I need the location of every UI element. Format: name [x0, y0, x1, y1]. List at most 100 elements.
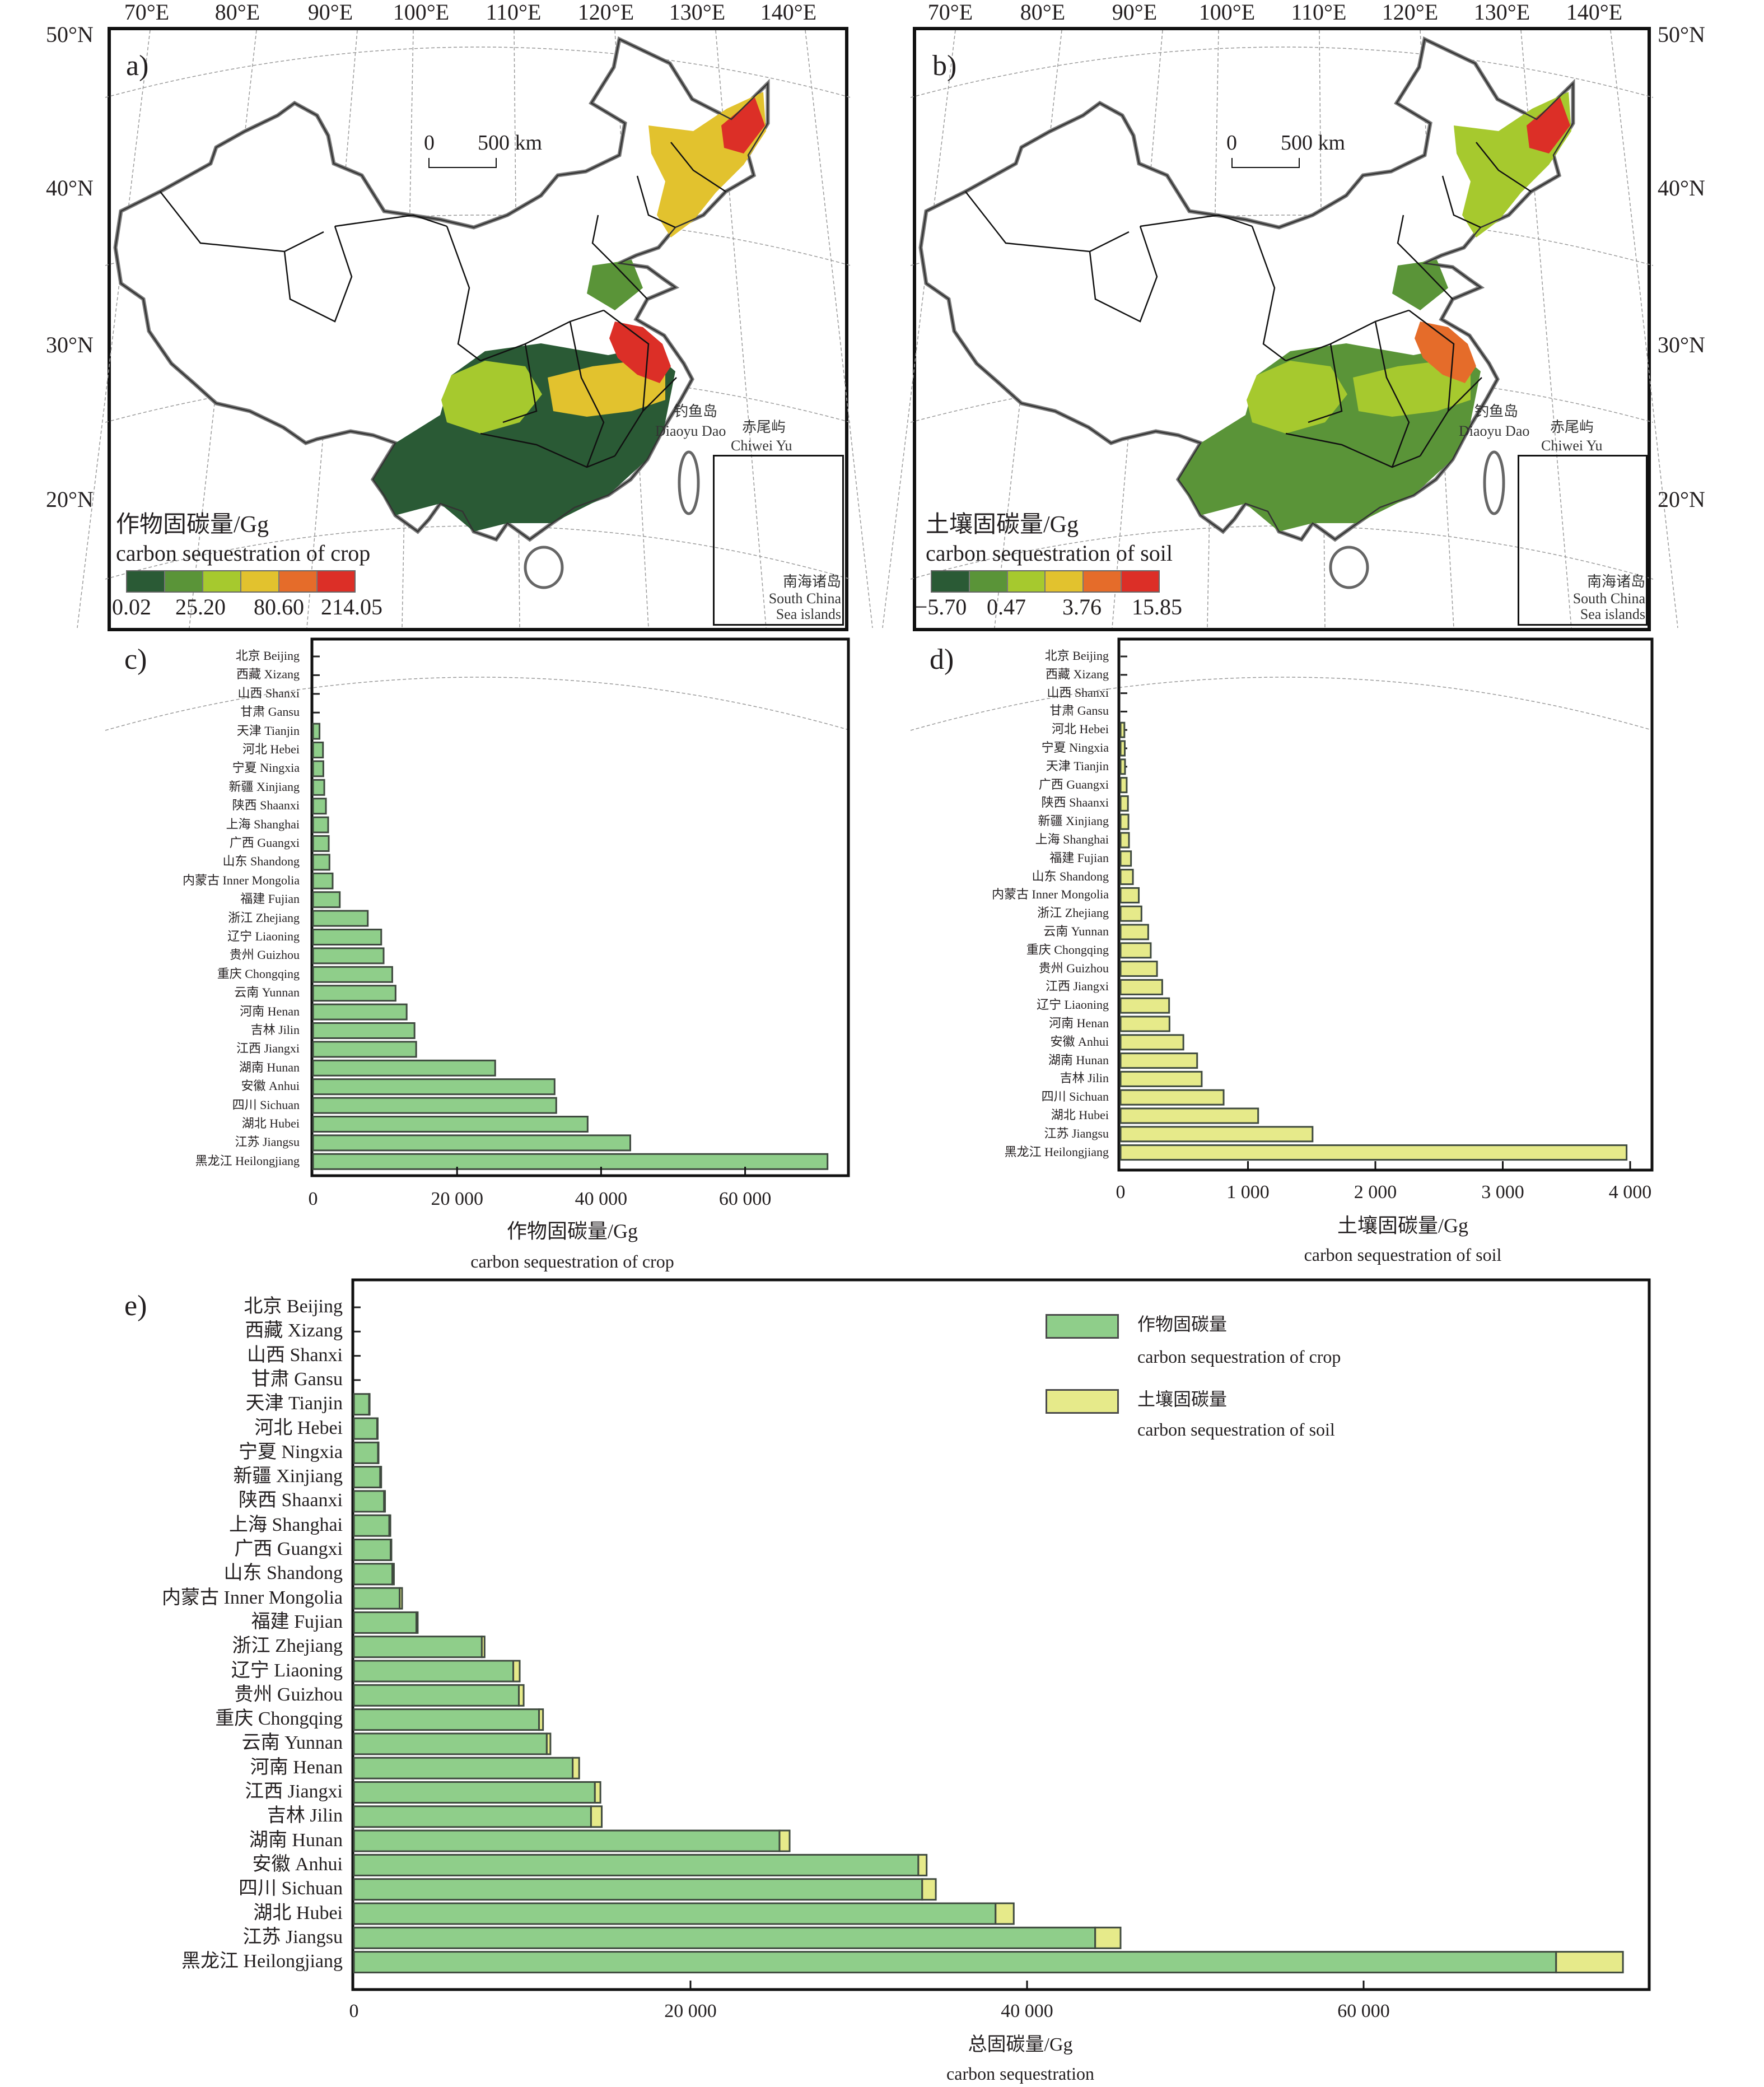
- category-label: 吉林 Jilin: [250, 1023, 300, 1037]
- category-label: 福建 Fujian: [1049, 850, 1109, 865]
- bar-crop: [353, 1829, 781, 1852]
- x-tick-label: 40 000: [575, 1189, 628, 1209]
- taiwan-island: [678, 450, 700, 515]
- chiwei-label-en: Chiwei Yu: [731, 437, 792, 454]
- bar-crop: [353, 1902, 997, 1925]
- lon-label: 80°E: [1020, 0, 1066, 25]
- category-label: 广西 Guangxi: [234, 1539, 343, 1559]
- bar-crop: [353, 1732, 548, 1755]
- category-label: 河北 Hebei: [254, 1417, 343, 1438]
- south-china-sea-inset: [1518, 455, 1648, 626]
- central-cropland: [1353, 361, 1471, 417]
- legend-value: 15.85: [1132, 594, 1182, 619]
- chart-c-xlabel: 作物固碳量/Gg: [506, 1220, 638, 1242]
- bar-crop: [353, 1951, 1557, 1974]
- legend-value: 214.05: [321, 594, 382, 619]
- category-label: 湖南 Hunan: [239, 1060, 300, 1074]
- category-label: 贵州 Guizhou: [234, 1684, 343, 1705]
- bar-soil: [778, 1829, 791, 1852]
- bar-soil: [594, 1781, 601, 1804]
- category-label: 湖北 Hubei: [241, 1116, 300, 1130]
- chart-e-frame: [351, 1278, 1651, 1991]
- lon-label: 80°E: [214, 0, 260, 25]
- category-label: 陕西 Shaanxi: [232, 798, 300, 813]
- bar: [1119, 1034, 1184, 1051]
- china-border: [920, 38, 1574, 541]
- bar-soil: [368, 1393, 371, 1416]
- chiwei-label-cn: 赤尾屿: [742, 419, 786, 435]
- category-label: 山东 Shandong: [223, 1563, 343, 1584]
- bar: [312, 1134, 631, 1152]
- bar: [312, 723, 321, 740]
- chiwei-label-en: Chiwei Yu: [1541, 437, 1603, 454]
- chart-e: [351, 1278, 1651, 1991]
- sichuan-basin-cropland: [441, 361, 542, 434]
- bar: [312, 985, 396, 1002]
- inset-label-cn: 南海诸岛: [782, 574, 841, 590]
- category-label: 辽宁 Liaoning: [1037, 998, 1109, 1012]
- category-label: 内蒙古 Inner Mongolia: [183, 873, 300, 887]
- x-tick-label: 20 000: [664, 2001, 717, 2021]
- sichuan-basin-cropland: [1247, 361, 1347, 434]
- bar-soil: [1555, 1951, 1624, 1974]
- bar-soil: [379, 1466, 382, 1489]
- legend-swatch: [969, 571, 1008, 591]
- lat-label: 30°N: [1658, 332, 1705, 357]
- bar: [312, 854, 330, 871]
- bar: [1119, 850, 1132, 867]
- bar: [312, 910, 369, 927]
- inset-label-en: Sea islands: [1580, 606, 1645, 622]
- category-label: 宁夏 Ningxia: [1041, 740, 1109, 754]
- x-tick-label: 60 000: [718, 1189, 772, 1209]
- legend-swatch-crop: [1046, 1314, 1119, 1339]
- category-label: 河南 Henan: [240, 1004, 300, 1018]
- legend-value: 80.60: [254, 594, 304, 619]
- legend-swatch: [1046, 571, 1084, 591]
- legend-soil-cn: 土壤固碳量: [1137, 1389, 1228, 1409]
- diaoyu-label-cn: 钓鱼岛: [674, 403, 718, 420]
- bar: [1119, 1107, 1259, 1124]
- central-cropland: [548, 361, 665, 417]
- bar: [312, 1022, 416, 1039]
- map-a-letter: a): [126, 50, 149, 82]
- bar: [312, 742, 324, 758]
- bar: [1119, 905, 1142, 922]
- category-label: 安徽 Anhui: [252, 1853, 343, 1875]
- bar: [312, 1116, 589, 1133]
- bar-crop: [353, 1417, 378, 1440]
- bar: [312, 1041, 417, 1058]
- category-label: 浙江 Zhejiang: [232, 1636, 343, 1657]
- legend-crop-en: carbon sequestration of crop: [1137, 1347, 1341, 1367]
- category-label: 福建 Fujian: [251, 1611, 343, 1632]
- category-label: 内蒙古 Inner Mongolia: [162, 1587, 343, 1608]
- chart-d-xlabel-sub: carbon sequestration of soil: [1304, 1245, 1502, 1265]
- bar: [312, 872, 334, 889]
- category-label: 江苏 Jiangsu: [1044, 1126, 1109, 1140]
- category-label: 北京 Beijing: [1044, 649, 1109, 663]
- bar-soil: [517, 1684, 525, 1707]
- bar-crop: [353, 1853, 920, 1876]
- category-label: 四川 Sichuan: [1041, 1089, 1109, 1104]
- x-tick-label: 3 000: [1481, 1182, 1524, 1203]
- south-china-sea-inset: [713, 455, 844, 626]
- bar-crop: [353, 1781, 596, 1804]
- bar: [1119, 997, 1170, 1014]
- category-label: 上海 Shanghai: [228, 1514, 343, 1535]
- category-label: 湖北 Hubei: [1051, 1108, 1109, 1122]
- legend-swatch: [127, 571, 165, 591]
- bar-soil: [391, 1563, 395, 1586]
- bar-soil: [545, 1732, 552, 1755]
- legend-value: 0.47: [987, 594, 1026, 619]
- bar-crop: [353, 1539, 392, 1561]
- lat-label: 40°N: [1658, 175, 1705, 201]
- lat-label: 30°N: [46, 332, 94, 357]
- category-label: 浙江 Zhejiang: [1037, 906, 1109, 920]
- category-label: 广西 Guangxi: [1038, 777, 1109, 791]
- bar-crop: [353, 1805, 592, 1828]
- category-label: 辽宁 Liaoning: [227, 929, 300, 943]
- chart-e-letter: e): [124, 1290, 147, 1322]
- lat-label: 50°N: [1658, 22, 1705, 47]
- map-b-canvas: [882, 30, 1678, 731]
- north-china-cropland: [587, 260, 643, 310]
- lon-label: 90°E: [1112, 0, 1158, 25]
